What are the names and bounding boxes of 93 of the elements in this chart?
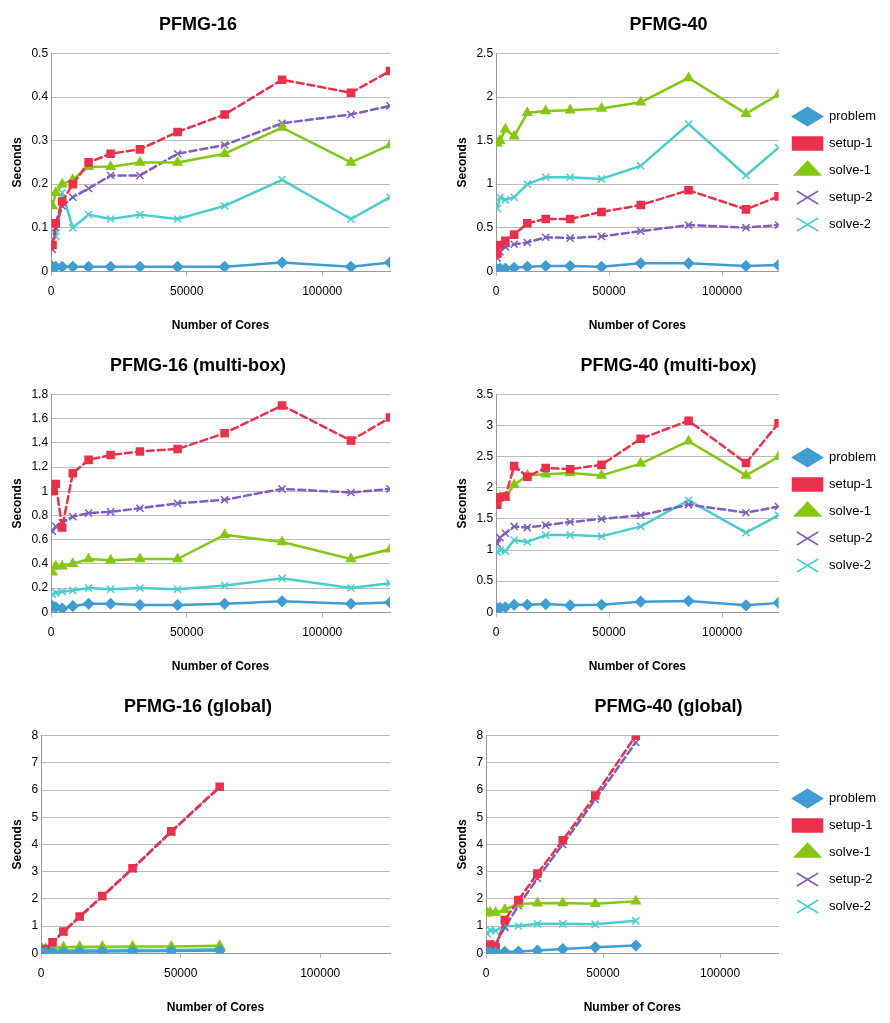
y-tick-label: 0 (486, 263, 494, 278)
legend-label: setup-2 (829, 530, 873, 546)
chart-title: PFMG-16 (global) (124, 695, 272, 716)
y-tick-label: 8 (31, 727, 39, 742)
x-tick-label: 100000 (700, 965, 741, 980)
x-tick-label: 50000 (592, 283, 627, 298)
legend-label: setup-1 (829, 476, 873, 492)
y-axis-title: Seconds (454, 478, 469, 529)
y-tick-label: 4 (31, 836, 39, 851)
chart-title: PFMG-40 (629, 13, 708, 34)
y-tick-label: 0.6 (31, 531, 49, 546)
y-tick-label: 1.8 (31, 386, 49, 401)
y-tick-label: 5 (476, 809, 484, 824)
legend-label: setup-2 (829, 871, 873, 887)
legend-label: setup-1 (829, 135, 873, 151)
y-axis-title: Seconds (9, 478, 24, 529)
y-tick-label: 3 (476, 863, 484, 878)
y-tick-label: 2 (31, 891, 39, 906)
legend-label: solve-1 (829, 503, 871, 519)
y-tick-label: 0.1 (31, 219, 49, 234)
x-tick-label: 50000 (163, 965, 198, 980)
y-tick-label: 1.4 (31, 435, 49, 450)
y-tick-label: 0.4 (31, 89, 49, 104)
y-tick-label: 0 (486, 604, 494, 619)
y-tick-label: 0 (31, 945, 39, 960)
y-tick-label: 1.5 (476, 511, 494, 526)
y-tick-label: 5 (31, 809, 39, 824)
y-tick-label: 2 (476, 891, 484, 906)
x-tick-label: 50000 (169, 624, 204, 639)
x-tick-label: 100000 (702, 283, 743, 298)
x-tick-label: 100000 (702, 624, 743, 639)
y-tick-label: 7 (31, 755, 39, 770)
y-tick-label: 8 (476, 727, 484, 742)
y-tick-label: 0.4 (31, 556, 49, 571)
chart-title: PFMG-16 (158, 13, 238, 34)
legend-label: solve-2 (829, 898, 871, 914)
x-tick-label: 50000 (586, 965, 621, 980)
y-tick-label: 1 (476, 918, 484, 933)
chart-title: PFMG-40 (multi-box) (580, 354, 757, 375)
x-axis-title: Number of Cores (588, 318, 687, 333)
x-tick-label: 100000 (302, 283, 343, 298)
y-tick-label: 3 (31, 863, 39, 878)
y-tick-label: 1 (486, 542, 494, 557)
x-axis-title: Number of Cores (588, 659, 687, 674)
y-tick-label: 0.8 (31, 507, 49, 522)
x-axis-title: Number of Cores (171, 318, 270, 333)
y-axis-title: Seconds (454, 819, 469, 870)
legend-label: solve-2 (829, 216, 871, 232)
x-tick-label: 100000 (300, 965, 341, 980)
y-tick-label: 1.5 (476, 132, 494, 147)
legend-label: problem (829, 790, 876, 806)
y-tick-label: 1.6 (31, 411, 49, 426)
legend-label: setup-2 (829, 189, 873, 205)
x-axis-title: Number of Cores (583, 1000, 682, 1015)
y-tick-label: 2 (486, 480, 494, 495)
y-tick-label: 3.5 (476, 386, 494, 401)
y-tick-label: 0.5 (476, 219, 494, 234)
y-tick-label: 0 (476, 945, 484, 960)
y-tick-label: 7 (476, 755, 484, 770)
y-tick-label: 2.5 (476, 449, 494, 464)
chart-title: PFMG-40 (global) (594, 695, 743, 716)
y-tick-label: 1 (486, 176, 494, 191)
x-axis-title: Number of Cores (171, 659, 270, 674)
chart-title: PFMG-16 (multi-box) (110, 354, 286, 375)
legend-label: solve-1 (829, 162, 871, 178)
y-tick-label: 0.2 (31, 176, 49, 191)
y-axis-title: Seconds (9, 137, 24, 188)
y-tick-label: 3 (486, 418, 494, 432)
y-tick-label: 2.5 (476, 45, 494, 60)
x-axis-title: Number of Cores (166, 1000, 265, 1015)
y-tick-label: 0.5 (31, 45, 49, 60)
y-tick-label: 6 (31, 782, 39, 797)
legend-label: solve-1 (829, 844, 871, 860)
y-tick-label: 0.5 (476, 573, 494, 588)
y-axis-title: Seconds (9, 819, 24, 870)
y-tick-label: 0 (41, 263, 49, 278)
legend-label: problem (829, 108, 876, 124)
legend-label: setup-1 (829, 817, 873, 833)
y-tick-label: 1 (41, 483, 49, 498)
y-tick-label: 1.2 (31, 459, 49, 474)
y-tick-label: 2 (486, 89, 494, 104)
y-tick-label: 0 (41, 604, 49, 619)
legend-label: problem (829, 449, 876, 465)
y-tick-label: 0.2 (31, 580, 49, 595)
y-tick-label: 0.3 (31, 132, 49, 147)
y-tick-label: 4 (476, 836, 484, 851)
y-tick-label: 6 (476, 782, 484, 797)
x-tick-label: 50000 (592, 624, 627, 639)
y-axis-title: Seconds (454, 137, 469, 188)
x-tick-label: 50000 (169, 283, 204, 298)
y-tick-label: 1 (31, 918, 39, 933)
legend-label: solve-2 (829, 557, 871, 573)
x-tick-label: 100000 (302, 624, 343, 639)
